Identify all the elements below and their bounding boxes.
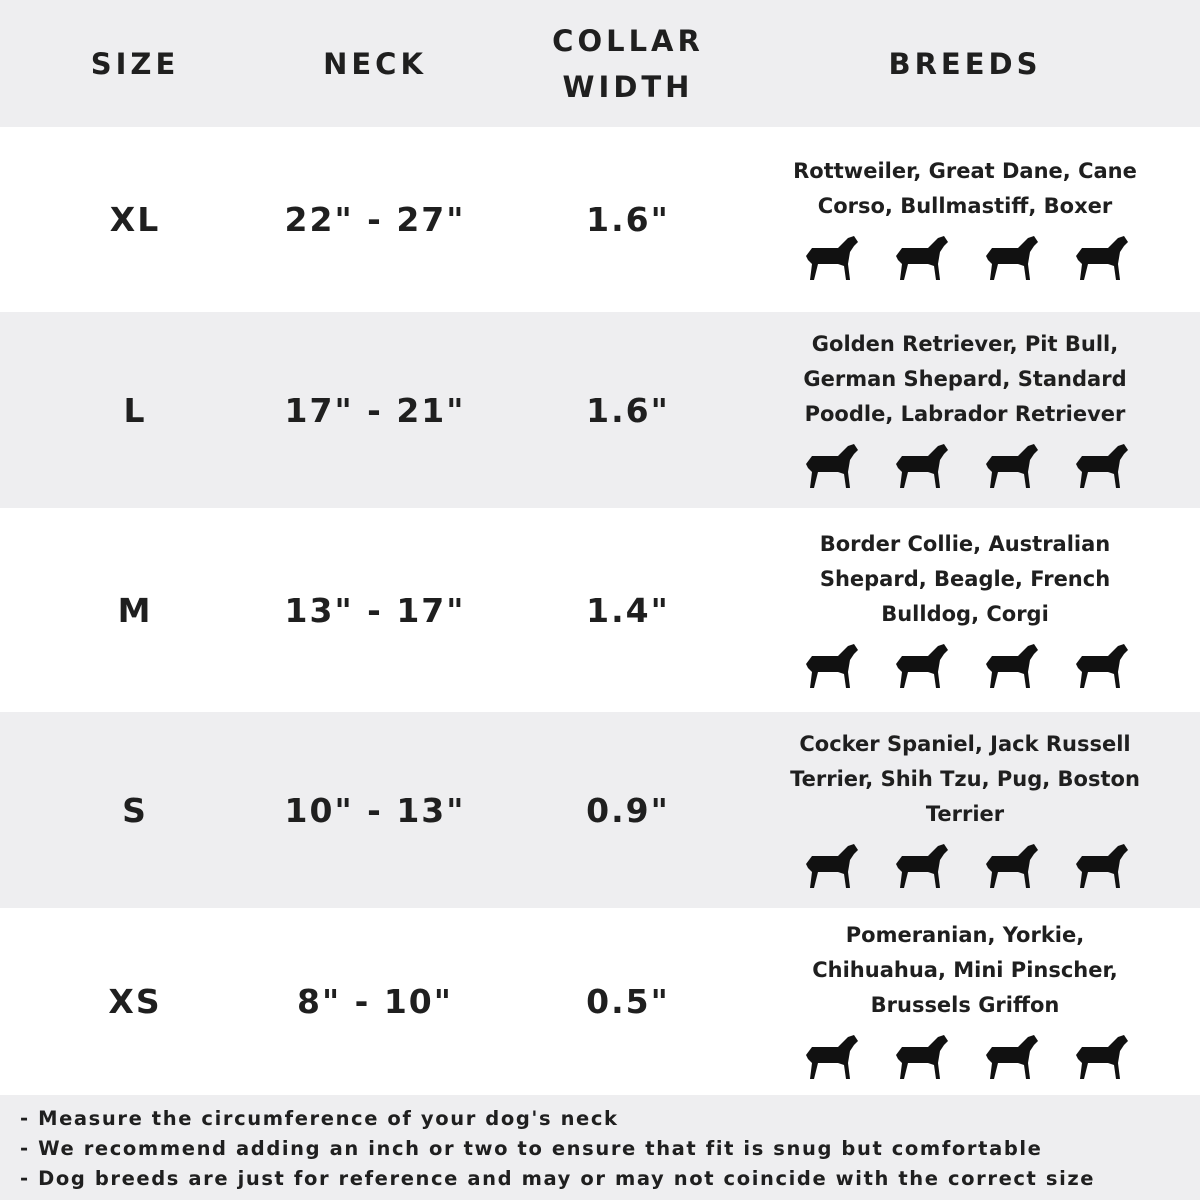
neck-value: 13" - 17" — [284, 590, 466, 630]
labrador-icon — [896, 443, 948, 488]
neck-value: 10" - 13" — [284, 790, 466, 830]
rottweiler-icon — [806, 235, 858, 280]
note: - Dog breeds are just for reference and … — [20, 1167, 1096, 1190]
breeds-list: Pomeranian, Yorkie, Chihuahua, Mini Pins… — [812, 923, 1118, 1017]
collar-width-value: 0.5" — [586, 982, 670, 1021]
table-row: XS 8" - 10" 0.5" Pomeranian, Yorkie, Chi… — [0, 908, 1200, 1095]
pomeranian-icon — [806, 1035, 858, 1079]
notes: - Measure the circumference of your dog'… — [0, 1095, 1200, 1200]
poodle-icon — [986, 443, 1038, 488]
pug-icon — [1076, 843, 1128, 888]
collar-width-value: 1.6" — [586, 200, 670, 239]
neck-value: 8" - 10" — [297, 982, 453, 1021]
collar-width-value: 1.6" — [586, 390, 670, 430]
table-row: XL 22" - 27" 1.6" Rottweiler, Great Dane… — [0, 127, 1200, 312]
doberman-icon — [986, 235, 1038, 280]
size-value: L — [123, 390, 147, 430]
header-breeds: BREEDS — [888, 46, 1042, 81]
chihuahua-icon — [986, 1035, 1038, 1079]
golden-retriever-icon — [806, 443, 858, 488]
collar-width-value: 1.4" — [586, 590, 670, 630]
jack-russell-icon — [896, 843, 948, 888]
size-value: XS — [108, 982, 162, 1021]
header-size: SIZE — [90, 46, 180, 81]
mini-pinscher-icon — [1076, 1035, 1128, 1079]
table-row: L 17" - 21" 1.6" Golden Retriever, Pit B… — [0, 312, 1200, 508]
cocker-spaniel-icon — [806, 843, 858, 888]
table-header: SIZE NECK COLLAR WIDTH BREEDS — [0, 0, 1200, 127]
header-collar-width: COLLAR WIDTH — [552, 23, 704, 104]
corgi-icon — [1076, 643, 1128, 688]
breeds-list: Rottweiler, Great Dane, Cane Corso, Bull… — [793, 158, 1137, 218]
yorkie-icon — [896, 1035, 948, 1079]
note: - We recommend adding an inch or two to … — [20, 1137, 1043, 1160]
collar-width-value: 0.9" — [586, 790, 670, 830]
bullmastiff-icon — [1076, 235, 1128, 280]
beagle-icon — [896, 643, 948, 688]
breeds-list: Golden Retriever, Pit Bull, German Shepa… — [803, 331, 1127, 426]
great-dane-icon — [896, 235, 948, 280]
note: - Measure the circumference of your dog'… — [20, 1107, 619, 1130]
neck-value: 22" - 27" — [284, 200, 466, 239]
french-bulldog-icon — [986, 643, 1038, 688]
table-row: M 13" - 17" 1.4" Border Collie, Australi… — [0, 508, 1200, 712]
size-value: M — [117, 590, 153, 630]
neck-value: 17" - 21" — [284, 390, 466, 430]
shih-tzu-icon — [986, 843, 1038, 888]
breeds-list: Border Collie, Australian Shepard, Beagl… — [819, 531, 1111, 626]
size-value: XL — [109, 200, 161, 239]
size-value: S — [122, 790, 148, 830]
border-collie-icon — [806, 643, 858, 688]
header-neck: NECK — [323, 46, 427, 81]
table-row: S 10" - 13" 0.9" Cocker Spaniel, Jack Ru… — [0, 712, 1200, 908]
breeds-list: Cocker Spaniel, Jack Russell Terrier, Sh… — [790, 731, 1140, 826]
german-shepherd-icon — [1076, 443, 1128, 488]
